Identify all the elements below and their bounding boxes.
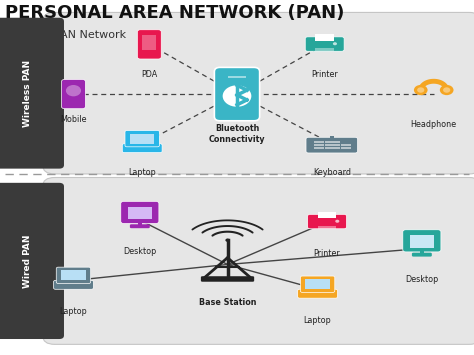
FancyBboxPatch shape: [214, 67, 260, 121]
Bar: [314, 147, 319, 149]
FancyBboxPatch shape: [143, 35, 156, 50]
Bar: [330, 147, 335, 149]
Bar: [315, 34, 334, 40]
FancyBboxPatch shape: [201, 276, 254, 282]
Bar: [336, 144, 340, 146]
Bar: [336, 147, 340, 149]
Text: Printer: Printer: [314, 248, 340, 257]
Bar: [315, 48, 334, 51]
FancyBboxPatch shape: [305, 279, 330, 289]
Bar: [319, 147, 324, 149]
Text: Keyboard: Keyboard: [313, 168, 351, 177]
Circle shape: [223, 85, 251, 107]
Text: Desktop: Desktop: [123, 247, 156, 256]
Text: Headphone: Headphone: [410, 120, 457, 129]
FancyBboxPatch shape: [62, 80, 85, 109]
Circle shape: [335, 220, 339, 223]
Bar: [410, 235, 434, 248]
Text: Wireless PAN: Wireless PAN: [23, 60, 31, 127]
Text: Wired PAN: Wired PAN: [23, 234, 31, 288]
FancyBboxPatch shape: [56, 267, 91, 284]
FancyBboxPatch shape: [130, 224, 150, 228]
Bar: [325, 147, 329, 149]
Bar: [420, 250, 424, 254]
Text: Laptop: Laptop: [304, 316, 331, 325]
FancyBboxPatch shape: [122, 144, 162, 153]
FancyBboxPatch shape: [125, 131, 159, 147]
Circle shape: [440, 85, 454, 95]
Bar: [325, 144, 329, 146]
Text: Types of PAN Network: Types of PAN Network: [5, 30, 126, 40]
Bar: [330, 144, 335, 146]
Bar: [330, 136, 334, 139]
Circle shape: [417, 87, 424, 93]
Bar: [346, 144, 351, 146]
FancyBboxPatch shape: [137, 30, 161, 59]
FancyBboxPatch shape: [43, 12, 474, 174]
Bar: [341, 144, 346, 146]
FancyBboxPatch shape: [54, 280, 93, 289]
FancyBboxPatch shape: [0, 183, 64, 339]
FancyBboxPatch shape: [403, 230, 441, 252]
FancyBboxPatch shape: [412, 253, 432, 257]
Text: PDA: PDA: [141, 70, 157, 79]
Text: Base Station: Base Station: [199, 298, 256, 307]
FancyBboxPatch shape: [305, 37, 344, 51]
FancyBboxPatch shape: [0, 18, 64, 169]
Bar: [336, 141, 340, 143]
Bar: [138, 221, 142, 226]
Bar: [228, 76, 246, 78]
Circle shape: [443, 87, 450, 93]
FancyBboxPatch shape: [306, 137, 357, 153]
Bar: [346, 147, 351, 149]
FancyBboxPatch shape: [301, 276, 335, 293]
FancyBboxPatch shape: [61, 271, 86, 280]
Bar: [128, 207, 152, 219]
Bar: [314, 141, 319, 143]
Bar: [319, 144, 324, 146]
FancyBboxPatch shape: [121, 201, 159, 224]
FancyBboxPatch shape: [43, 178, 474, 344]
Bar: [325, 141, 329, 143]
Text: Desktop: Desktop: [405, 275, 438, 284]
Circle shape: [225, 239, 230, 242]
Text: Printer: Printer: [311, 70, 338, 79]
Circle shape: [414, 85, 428, 95]
FancyBboxPatch shape: [298, 289, 337, 298]
Bar: [319, 141, 324, 143]
FancyBboxPatch shape: [130, 134, 155, 143]
Bar: [330, 141, 335, 143]
Bar: [318, 212, 337, 218]
Text: Laptop: Laptop: [128, 168, 156, 177]
Text: PERSONAL AREA NETWORK (PAN): PERSONAL AREA NETWORK (PAN): [5, 4, 344, 22]
Bar: [318, 226, 337, 229]
Circle shape: [66, 85, 81, 96]
Text: Mobile: Mobile: [60, 115, 87, 124]
Text: Laptop: Laptop: [60, 307, 87, 316]
Circle shape: [333, 42, 337, 45]
FancyBboxPatch shape: [308, 214, 346, 229]
Bar: [341, 147, 346, 149]
Text: Bluetooth
Connectivity: Bluetooth Connectivity: [209, 124, 265, 144]
Bar: [314, 144, 319, 146]
